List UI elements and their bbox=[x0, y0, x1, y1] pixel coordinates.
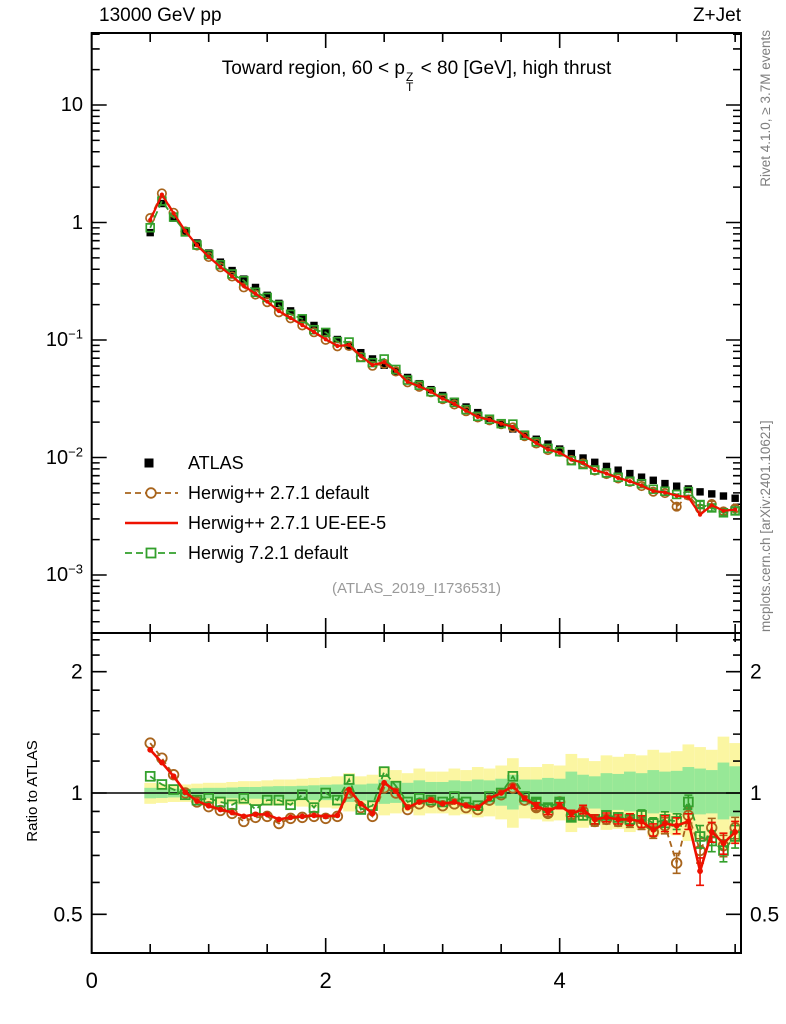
axis-labels: 0 2 4 2 2 1 1 0.5 0.5 bbox=[53, 661, 779, 993]
observable-title-post: < 80 [GeV], high thrust bbox=[415, 58, 612, 79]
main-y-tick-label: 10−2 bbox=[45, 443, 83, 469]
panel-frames bbox=[90, 32, 742, 954]
tick-label: 2 bbox=[750, 661, 762, 684]
pt-sub: T bbox=[406, 80, 414, 94]
series-herwigpp-ueee5-main bbox=[148, 192, 738, 517]
legend-label-atlas: ATLAS bbox=[188, 453, 244, 473]
tick-label: 4 bbox=[554, 968, 566, 993]
observable-title-pre: Toward region, 60 < p bbox=[221, 58, 405, 79]
pt-sup: Z bbox=[406, 70, 414, 84]
beam-energy-title: 13000 GeV pp bbox=[99, 5, 222, 26]
tick-label: 2 bbox=[71, 661, 83, 684]
ratio-axis-title: Ratio to ATLAS bbox=[24, 740, 41, 842]
tick-label: 0.5 bbox=[53, 903, 82, 926]
main-y-tick-label: 10−1 bbox=[45, 326, 83, 351]
ratio-herwigpp-ueee5 bbox=[147, 746, 740, 887]
legend-samples bbox=[125, 458, 178, 559]
tick-label: 0 bbox=[86, 968, 98, 993]
tick-label: 0.5 bbox=[750, 903, 779, 926]
mcplots-reference-label: mcplots.cern.ch [arXiv:2401.10621] bbox=[758, 420, 773, 632]
analysis-id-watermark: (ATLAS_2019_I1736531) bbox=[331, 580, 501, 597]
tick-label: 1 bbox=[750, 782, 762, 805]
legend-label-herwigpp-ueee5: Herwig++ 2.7.1 UE-EE-5 bbox=[188, 513, 387, 533]
tick-label: 2 bbox=[320, 968, 332, 993]
main-y-tick-label: 10 bbox=[60, 94, 83, 116]
tick-label: 1 bbox=[71, 782, 83, 805]
main-y-tick-label: 1 bbox=[71, 211, 83, 234]
legend-label-herwig7-default: Herwig 7.2.1 default bbox=[188, 543, 349, 563]
main-y-tick-label: 10−3 bbox=[45, 561, 83, 586]
legend-label-herwigpp-default: Herwig++ 2.7.1 default bbox=[188, 483, 370, 503]
process-title: Z+Jet bbox=[692, 5, 741, 26]
rivet-version-label: Rivet 4.1.0, ≥ 3.7M events bbox=[758, 30, 773, 187]
